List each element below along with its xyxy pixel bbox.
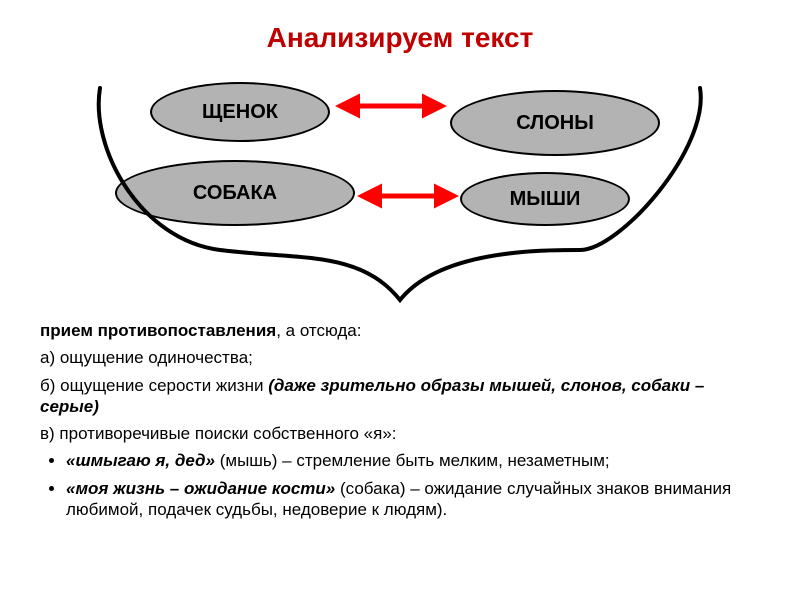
node-mice: МЫШИ [460,172,630,226]
node-puppy-label: ЩЕНОК [202,101,278,124]
node-mice-label: МЫШИ [510,188,581,211]
bullet-1-italic: «шмыгаю я, дед» [66,451,220,470]
text-body: прием противопоставления, а отсюда: а) о… [40,320,760,526]
item-c: в) противоречивые поиски собственного «я… [40,423,760,444]
node-elephants-label: СЛОНЫ [516,112,594,135]
item-b-lead: б) ощущение серости жизни [40,376,268,395]
slide-title: Анализируем текст [0,22,800,54]
bullet-1: «шмыгаю я, дед» (мышь) – стремление быть… [66,450,760,471]
bullet-1-plain: (мышь) – стремление быть мелким, незамет… [220,451,610,470]
node-dog: СОБАКА [115,160,355,226]
node-dog-label: СОБАКА [193,182,277,205]
bullet-2-italic: «моя жизнь – ожидание кости» [66,479,340,498]
lead-label: прием противопоставления [40,321,276,340]
node-puppy: ЩЕНОК [150,82,330,142]
node-elephants: СЛОНЫ [450,90,660,156]
item-a: а) ощущение одиночества; [40,347,760,368]
slide: Анализируем текст ЩЕНОК СЛОНЫ СОБАКА МЫШ… [0,0,800,600]
bullet-2: «моя жизнь – ожидание кости» (собака) – … [66,478,760,521]
arrows [340,106,454,196]
lead-rest: , а отсюда: [276,321,361,340]
